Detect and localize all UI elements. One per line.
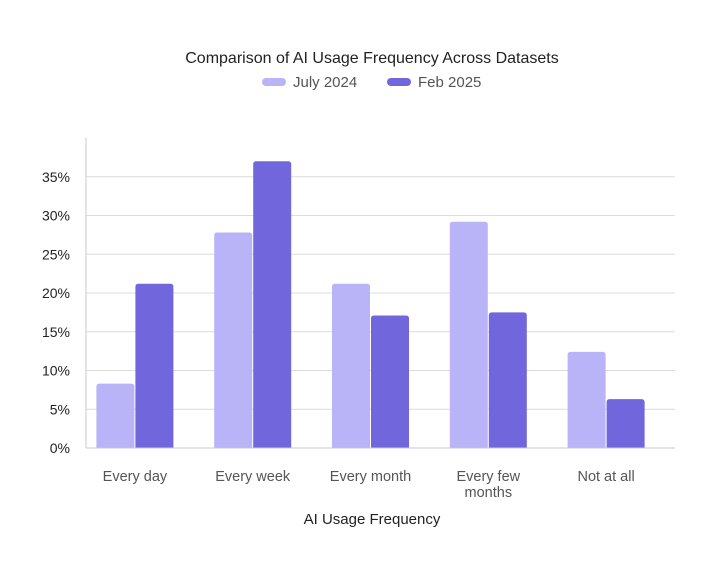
legend-label-0: July 2024 [293,74,357,91]
chart-title: Comparison of AI Usage Frequency Across … [185,50,559,67]
y-tick-label: 30% [42,208,70,224]
x-axis-categories: Every day Every week Every month Every fewm… [103,469,635,501]
x-category-label: Every month [330,469,411,485]
bar-1-0 [135,283,174,448]
x-category-label: Every few [456,469,520,485]
bar-0-1 [214,232,253,448]
x-category-label: Not at all [577,469,634,485]
bar-0-3 [449,221,488,448]
y-tick-label: 5% [50,401,70,417]
x-category-label: months [465,485,513,501]
y-axis-ticks: 0% 5% 10% 15% 20% 25% 30% 35% [42,169,70,456]
x-axis-title: AI Usage Frequency [304,511,441,528]
bar-0-0 [96,383,135,448]
legend-label-1: Feb 2025 [418,74,481,91]
bar-1-4 [606,399,645,448]
bar-0-2 [332,283,370,448]
legend-swatch-1 [387,78,411,86]
y-tick-label: 15% [42,324,70,340]
legend-swatch-0 [262,78,286,86]
bars [96,161,645,448]
y-tick-label: 25% [42,246,70,262]
y-tick-label: 0% [50,440,70,456]
x-category-label: Every day [103,469,168,485]
y-tick-label: 20% [42,285,70,301]
bar-1-1 [253,161,292,448]
x-category-label: Every week [215,469,291,485]
bar-1-2 [371,315,409,448]
bar-1-3 [488,312,527,448]
y-tick-label: 35% [42,169,70,185]
legend: July 2024 Feb 2025 [262,74,481,91]
y-tick-label: 10% [42,363,70,379]
bar-0-4 [567,351,606,448]
